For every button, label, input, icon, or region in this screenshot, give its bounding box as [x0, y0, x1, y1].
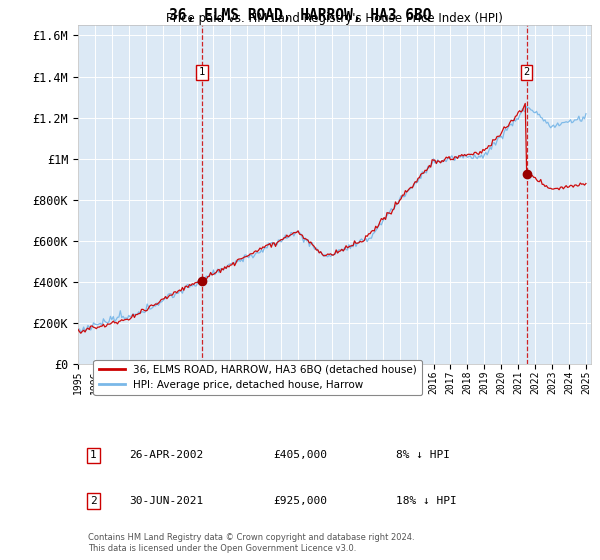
- Text: 18% ↓ HPI: 18% ↓ HPI: [396, 496, 457, 506]
- Text: Contains HM Land Registry data © Crown copyright and database right 2024.
This d: Contains HM Land Registry data © Crown c…: [88, 533, 415, 553]
- Legend: 36, ELMS ROAD, HARROW, HA3 6BQ (detached house), HPI: Average price, detached ho: 36, ELMS ROAD, HARROW, HA3 6BQ (detached…: [94, 360, 422, 395]
- Text: 26-APR-2002: 26-APR-2002: [130, 450, 203, 460]
- Text: 2: 2: [524, 67, 530, 77]
- Text: 36, ELMS ROAD, HARROW, HA3 6BQ: 36, ELMS ROAD, HARROW, HA3 6BQ: [169, 8, 431, 24]
- Text: 30-JUN-2021: 30-JUN-2021: [130, 496, 203, 506]
- Text: £925,000: £925,000: [273, 496, 327, 506]
- Text: 1: 1: [90, 450, 97, 460]
- Title: Price paid vs. HM Land Registry's House Price Index (HPI): Price paid vs. HM Land Registry's House …: [166, 12, 503, 25]
- Text: 8% ↓ HPI: 8% ↓ HPI: [396, 450, 450, 460]
- Text: £405,000: £405,000: [273, 450, 327, 460]
- Text: 1: 1: [199, 67, 205, 77]
- Text: 2: 2: [90, 496, 97, 506]
